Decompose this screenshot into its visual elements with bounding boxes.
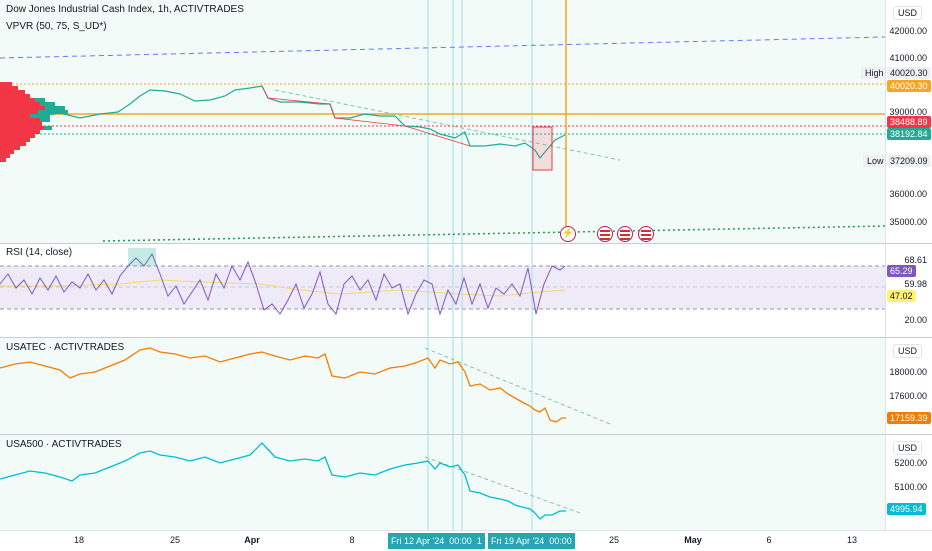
price-tick: 36000.00 <box>889 189 927 199</box>
usa500-tick: 5200.00 <box>894 458 927 468</box>
descending-trend-line <box>274 89 621 161</box>
highlight-box <box>532 126 553 171</box>
rsi-title[interactable]: RSI (14, close) <box>6 247 73 258</box>
usa500-line <box>0 442 566 520</box>
usatec-axis[interactable]: USD 18000.00 17600.00 17159.39 <box>885 338 932 434</box>
pane-separator[interactable] <box>0 243 932 244</box>
usatec-tick: 17600.00 <box>889 391 927 401</box>
time-axis[interactable]: 18 25 Apr 8 Fri 12 Apr '24 00:00 1 Fri 1… <box>0 530 932 551</box>
time-highlight-date: Fri 12 Apr '24 <box>391 536 445 546</box>
price-tick: 35000.00 <box>889 217 927 227</box>
upper-trend-line <box>0 36 885 59</box>
main-chart-canvas[interactable] <box>0 0 885 243</box>
main-chart-title: Dow Jones Industrial Cash Index, 1h, ACT… <box>6 4 244 15</box>
usatec-price-tag: 17159.39 <box>887 412 931 424</box>
main-price-axis[interactable]: USD 42000.00 41000.00 40020.30 40020.30 … <box>885 0 932 243</box>
us-flag-icon[interactable] <box>617 226 633 242</box>
rsi-ma-line <box>0 279 566 297</box>
price-tick: 39000.00 <box>889 107 927 117</box>
usa500-canvas[interactable] <box>0 435 885 530</box>
time-highlight-time: 00:00 <box>549 536 572 546</box>
price-tag-red: 38488.89 <box>887 116 931 128</box>
time-tick: 6 <box>766 535 772 545</box>
rsi-canvas[interactable] <box>0 244 885 337</box>
high-tag: 40020.30 <box>887 80 931 92</box>
us-flag-icon[interactable] <box>597 226 613 242</box>
usatec-pane[interactable]: USATEC · ACTIVTRADES <box>0 338 885 434</box>
pane-separator[interactable] <box>0 434 932 435</box>
usatec-currency[interactable]: USD <box>893 344 923 358</box>
lightning-icon[interactable]: ⚡ <box>560 226 576 242</box>
price-tag-green: 38192.84 <box>887 128 931 140</box>
high-value: 40020.30 <box>887 67 931 79</box>
time-highlight-time: 00:00 <box>449 536 472 546</box>
usa500-tick: 5100.00 <box>894 482 927 492</box>
time-highlight-end: Fri 19 Apr '24 00:00 <box>488 533 575 549</box>
time-tick: 25 <box>169 535 181 545</box>
usatec-title[interactable]: USATEC · ACTIVTRADES <box>6 342 125 353</box>
usa500-currency[interactable]: USD <box>893 441 923 455</box>
rsi-value-tag: 65.29 <box>887 265 916 277</box>
usa500-title[interactable]: USA500 · ACTIVTRADES <box>6 439 122 450</box>
us-flag-icon[interactable] <box>638 226 654 242</box>
time-tick: Apr <box>244 535 260 545</box>
time-tick: 8 <box>349 535 355 545</box>
usatec-canvas[interactable] <box>0 338 885 434</box>
time-highlight-mid: 1 <box>476 536 482 546</box>
rsi-pane[interactable]: RSI (14, close) <box>0 244 885 337</box>
price-tick: 41000.00 <box>889 53 927 63</box>
rsi-tick: 68.61 <box>904 255 927 265</box>
currency-selector[interactable]: USD <box>893 6 923 20</box>
time-tick: 18 <box>73 535 85 545</box>
usa500-price-tag: 4995.94 <box>887 503 926 515</box>
high-label: High <box>861 67 885 79</box>
time-highlight-date: Fri 19 Apr '24 <box>491 536 545 546</box>
lower-trend-line <box>102 225 885 242</box>
pane-separator[interactable] <box>0 337 932 338</box>
rsi-ma-tag: 47.02 <box>887 290 916 302</box>
price-tick: 42000.00 <box>889 26 927 36</box>
rsi-tick: 59.98 <box>904 279 927 289</box>
low-label: Low <box>863 155 885 167</box>
time-tick: 25 <box>608 535 620 545</box>
usa500-axis[interactable]: USD 5200.00 5100.00 4995.94 <box>885 435 932 530</box>
time-highlight-start: Fri 12 Apr '24 00:00 1 <box>388 533 485 549</box>
rsi-line <box>0 252 566 316</box>
rsi-tick: 20.00 <box>904 315 927 325</box>
indicator-label[interactable]: VPVR (50, 75, S_UD*) <box>6 21 107 32</box>
main-chart-pane[interactable]: Dow Jones Industrial Cash Index, 1h, ACT… <box>0 0 885 243</box>
usa500-pane[interactable]: USA500 · ACTIVTRADES <box>0 435 885 530</box>
rsi-axis[interactable]: 68.61 65.29 59.98 47.02 20.00 <box>885 244 932 337</box>
usatec-tick: 18000.00 <box>889 367 927 377</box>
usatec-line <box>0 347 566 423</box>
time-tick: May <box>684 535 702 545</box>
low-value: 37209.09 <box>887 155 931 167</box>
time-tick: 13 <box>846 535 858 545</box>
